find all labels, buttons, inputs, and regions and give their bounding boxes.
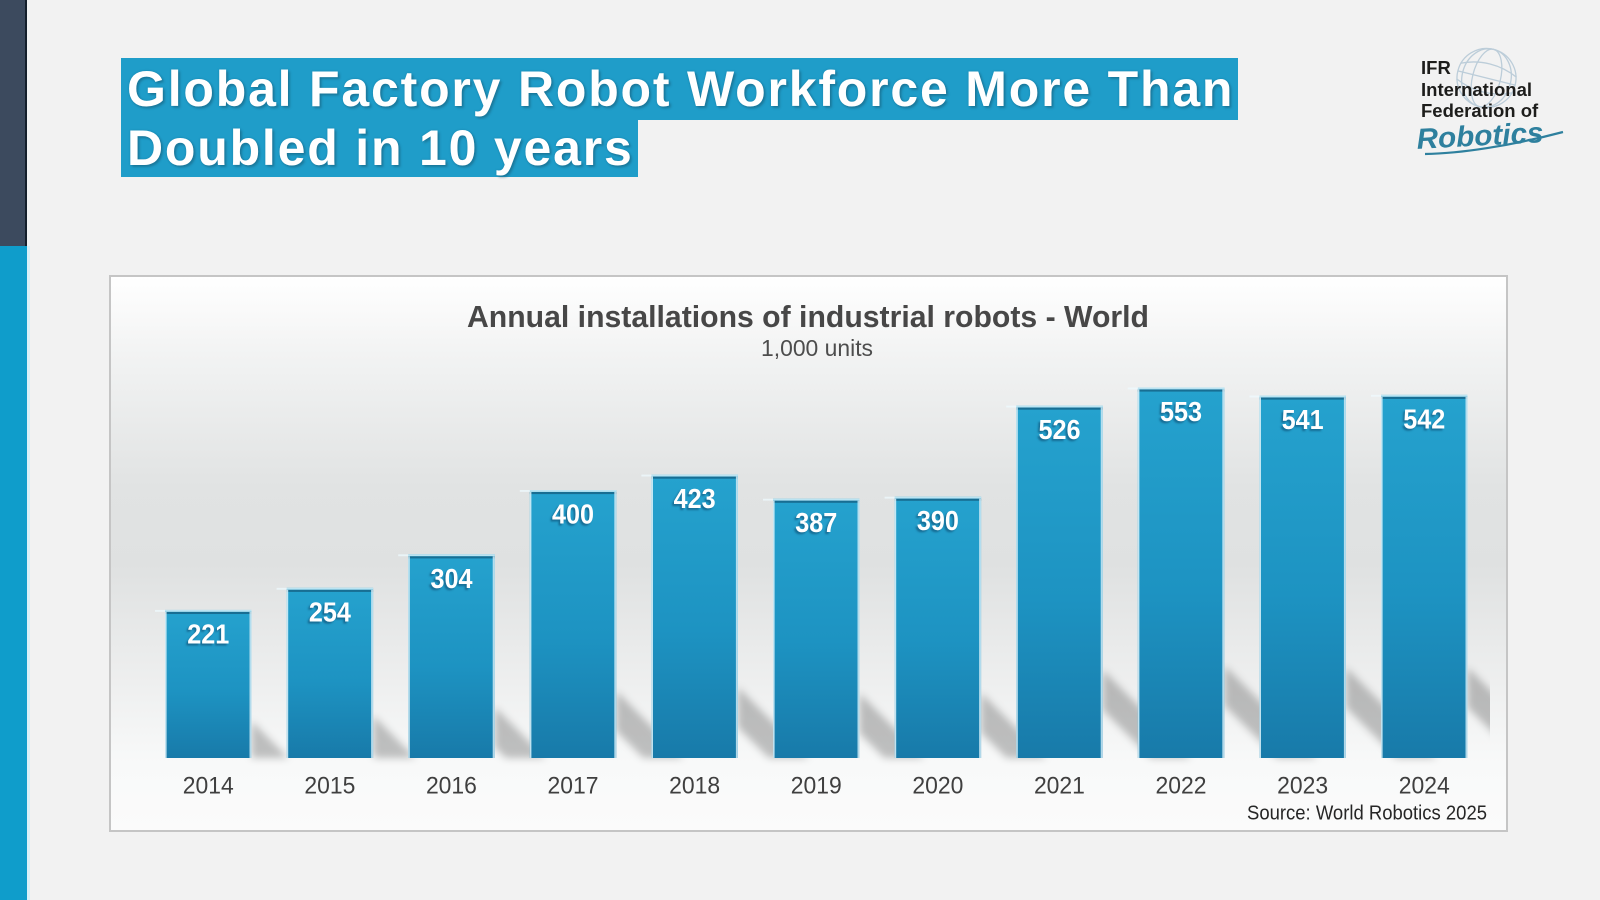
svg-text:526: 526 (1038, 414, 1080, 445)
svg-text:553: 553 (1160, 396, 1202, 427)
svg-text:2024: 2024 (1399, 773, 1450, 800)
svg-text:2016: 2016 (426, 773, 477, 800)
svg-text:Source: World Robotics 2025: Source: World Robotics 2025 (1247, 803, 1487, 825)
svg-text:2019: 2019 (791, 773, 842, 800)
svg-text:2018: 2018 (669, 773, 720, 800)
svg-text:390: 390 (917, 505, 959, 536)
svg-text:541: 541 (1282, 404, 1324, 435)
svg-text:2023: 2023 (1277, 773, 1328, 800)
svg-text:2014: 2014 (183, 773, 234, 800)
svg-text:2015: 2015 (304, 773, 355, 800)
svg-text:2022: 2022 (1156, 773, 1207, 800)
svg-text:2020: 2020 (912, 773, 963, 800)
svg-text:254: 254 (309, 596, 351, 627)
svg-text:400: 400 (552, 499, 594, 530)
svg-text:221: 221 (187, 618, 229, 649)
svg-text:2017: 2017 (548, 773, 599, 800)
svg-text:2021: 2021 (1034, 773, 1085, 800)
svg-text:542: 542 (1403, 403, 1445, 434)
svg-text:1,000 units: 1,000 units (761, 335, 873, 361)
svg-text:387: 387 (795, 507, 837, 538)
svg-text:304: 304 (430, 563, 472, 594)
svg-text:Annual installations of indust: Annual installations of industrial robot… (467, 299, 1149, 334)
svg-text:423: 423 (674, 483, 716, 514)
